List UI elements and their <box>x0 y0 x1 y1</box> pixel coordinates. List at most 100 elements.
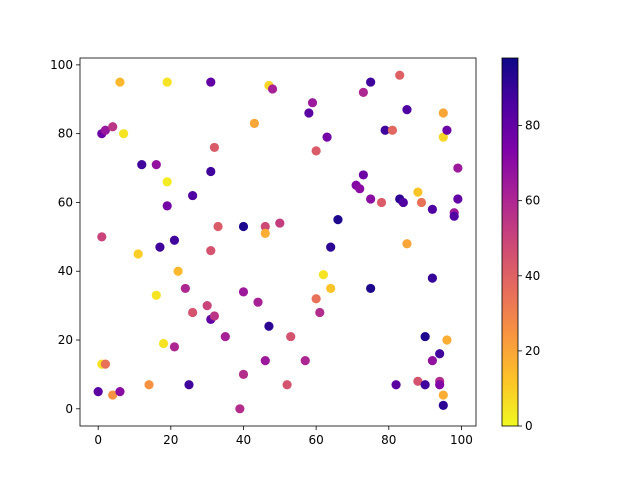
data-point <box>151 290 161 300</box>
data-point <box>376 197 387 208</box>
x-tick-label: 100 <box>450 433 473 447</box>
data-point <box>151 160 161 170</box>
x-tick-label: 40 <box>236 433 251 447</box>
data-point <box>118 129 129 139</box>
data-point <box>93 387 103 397</box>
data-point <box>442 335 452 345</box>
data-point <box>173 266 183 276</box>
data-point <box>100 125 111 135</box>
data-point <box>438 400 448 410</box>
data-point <box>315 307 325 318</box>
data-point <box>438 390 448 400</box>
colorbar-frame <box>501 57 519 427</box>
data-point <box>395 70 405 80</box>
data-point <box>413 187 423 197</box>
data-point <box>311 294 321 304</box>
data-point <box>137 160 147 170</box>
data-point <box>115 387 125 397</box>
data-point <box>253 297 263 307</box>
data-point <box>380 125 390 135</box>
data-point <box>358 170 368 180</box>
y-tick-label: 0 <box>65 402 73 416</box>
data-point <box>206 77 216 87</box>
data-point <box>355 184 365 194</box>
data-point <box>387 125 398 135</box>
data-point <box>144 380 154 390</box>
data-point <box>300 356 310 366</box>
data-point <box>162 201 172 211</box>
data-point <box>169 342 180 352</box>
data-point <box>333 215 343 225</box>
data-point <box>453 163 463 173</box>
data-point <box>238 287 249 297</box>
data-point <box>158 338 169 349</box>
scatter-points <box>93 70 463 414</box>
y-tick-label: 20 <box>58 333 73 347</box>
x-tick-label: 20 <box>163 433 178 447</box>
data-point <box>180 283 190 294</box>
data-point <box>402 239 412 249</box>
data-point <box>435 380 445 390</box>
y-tick-label: 80 <box>58 127 73 141</box>
colorbar-tick-label: 40 <box>525 269 540 283</box>
data-point <box>311 146 321 156</box>
data-point <box>97 232 107 242</box>
data-point <box>238 369 249 380</box>
data-point <box>435 349 445 359</box>
data-point <box>398 197 408 208</box>
y-tick-label: 100 <box>50 58 73 72</box>
data-point <box>304 108 314 118</box>
data-point <box>438 132 448 142</box>
data-point <box>206 245 216 256</box>
data-point <box>326 242 336 252</box>
data-point <box>420 331 430 342</box>
data-point <box>188 307 198 318</box>
x-tick-label: 0 <box>94 433 102 447</box>
data-point <box>202 301 212 311</box>
data-point <box>307 98 318 108</box>
data-point <box>453 194 463 204</box>
colorbar-tick-label: 0 <box>525 419 533 433</box>
colorbar-tick-label: 20 <box>525 344 540 358</box>
data-point <box>420 380 430 390</box>
data-point <box>238 221 249 232</box>
data-point <box>162 77 172 87</box>
data-point <box>108 122 118 132</box>
data-point <box>427 204 438 214</box>
data-point <box>449 211 459 221</box>
y-tick-label: 60 <box>58 195 73 209</box>
data-point <box>286 331 296 342</box>
data-point <box>402 104 412 115</box>
data-point <box>282 380 292 390</box>
data-point <box>275 218 285 228</box>
data-point <box>206 166 216 177</box>
data-point <box>260 221 270 232</box>
data-point <box>162 177 172 187</box>
colorbar-tick-label: 80 <box>525 119 540 133</box>
y-tick-label: 40 <box>58 264 73 278</box>
data-point <box>366 194 376 204</box>
colorbar-tick-label: 60 <box>525 194 540 208</box>
data-point <box>260 228 270 239</box>
data-point <box>100 359 111 369</box>
data-point <box>155 242 165 252</box>
data-point <box>108 390 118 400</box>
data-point <box>427 356 438 366</box>
data-point <box>169 235 180 245</box>
data-point <box>318 270 329 280</box>
data-point <box>358 87 368 97</box>
colorbar-gradient <box>502 58 518 426</box>
data-point <box>391 380 401 390</box>
data-point <box>267 84 278 94</box>
data-point <box>249 118 259 128</box>
data-point <box>133 249 143 259</box>
data-point <box>209 142 220 153</box>
data-point <box>115 77 125 87</box>
data-point <box>184 380 194 390</box>
data-point <box>366 77 376 87</box>
data-point <box>427 273 438 283</box>
data-point <box>416 197 427 208</box>
data-point <box>366 283 376 294</box>
x-tick-label: 60 <box>309 433 324 447</box>
